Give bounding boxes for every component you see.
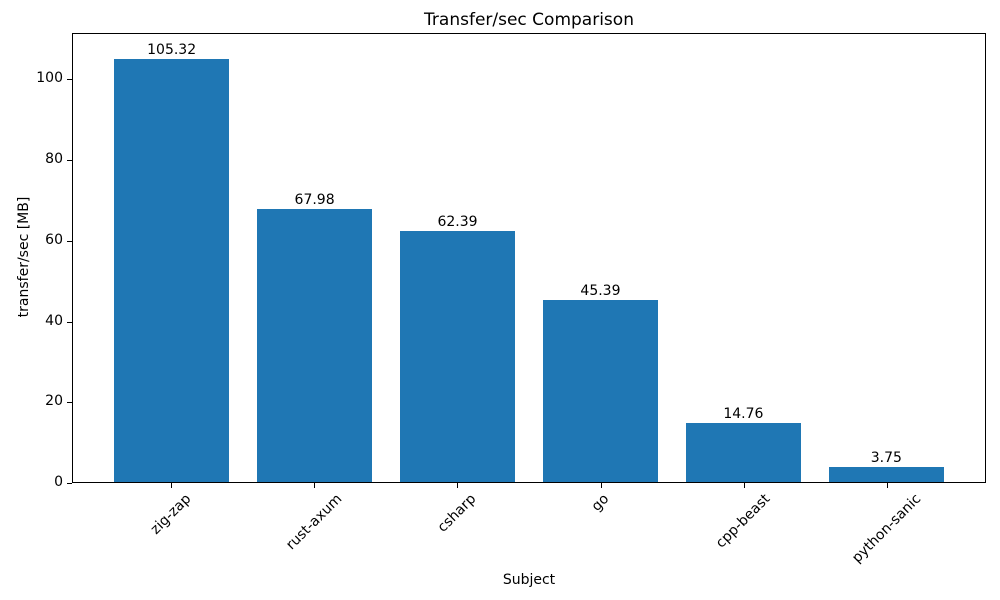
x-tick-mark (170, 483, 172, 488)
y-tick-mark (67, 321, 72, 323)
y-tick-mark (67, 240, 72, 242)
bar (543, 299, 658, 482)
bar (400, 231, 515, 482)
y-tick-label: 100 (36, 70, 63, 87)
y-tick-mark (67, 79, 72, 81)
bar (686, 422, 801, 482)
x-tick-label: go (588, 491, 612, 515)
y-tick-mark (67, 160, 72, 162)
y-axis-label: transfer/sec [MB] (16, 196, 32, 318)
bar (114, 58, 229, 482)
y-tick-label: 80 (45, 151, 63, 168)
x-tick-mark (600, 483, 602, 488)
bar-value-label: 45.39 (580, 282, 621, 299)
x-axis-label: Subject (502, 572, 556, 588)
x-tick-mark (457, 483, 459, 488)
y-tick-label: 0 (54, 474, 63, 490)
x-tick-mark (743, 483, 745, 488)
x-tick-label: cpp-beast (713, 491, 774, 552)
x-tick-label: csharp (434, 491, 480, 536)
y-tick-mark (67, 402, 72, 404)
bar-value-label: 62.39 (437, 214, 478, 231)
bar (829, 466, 944, 482)
x-tick-mark (314, 483, 316, 488)
x-tick-mark (887, 483, 889, 488)
x-tick-label: python-sanic (849, 491, 925, 567)
y-tick-mark (67, 483, 72, 484)
chart-title: Transfer/sec Comparison (424, 10, 634, 30)
plot-area: 105.32 67.98 62.39 45.39 14.76 3.75 (72, 33, 986, 483)
x-tick-label: rust-axum (282, 491, 345, 554)
bar (257, 208, 372, 482)
y-tick-label: 60 (45, 231, 63, 248)
bar-value-label: 67.98 (294, 191, 335, 208)
bar-value-label: 105.32 (147, 41, 197, 58)
y-tick-label: 40 (45, 312, 63, 329)
bar-value-label: 14.76 (723, 405, 764, 422)
bar-value-label: 3.75 (870, 449, 902, 466)
x-tick-label: zig-zap (147, 491, 194, 538)
y-tick-label: 20 (45, 393, 63, 410)
